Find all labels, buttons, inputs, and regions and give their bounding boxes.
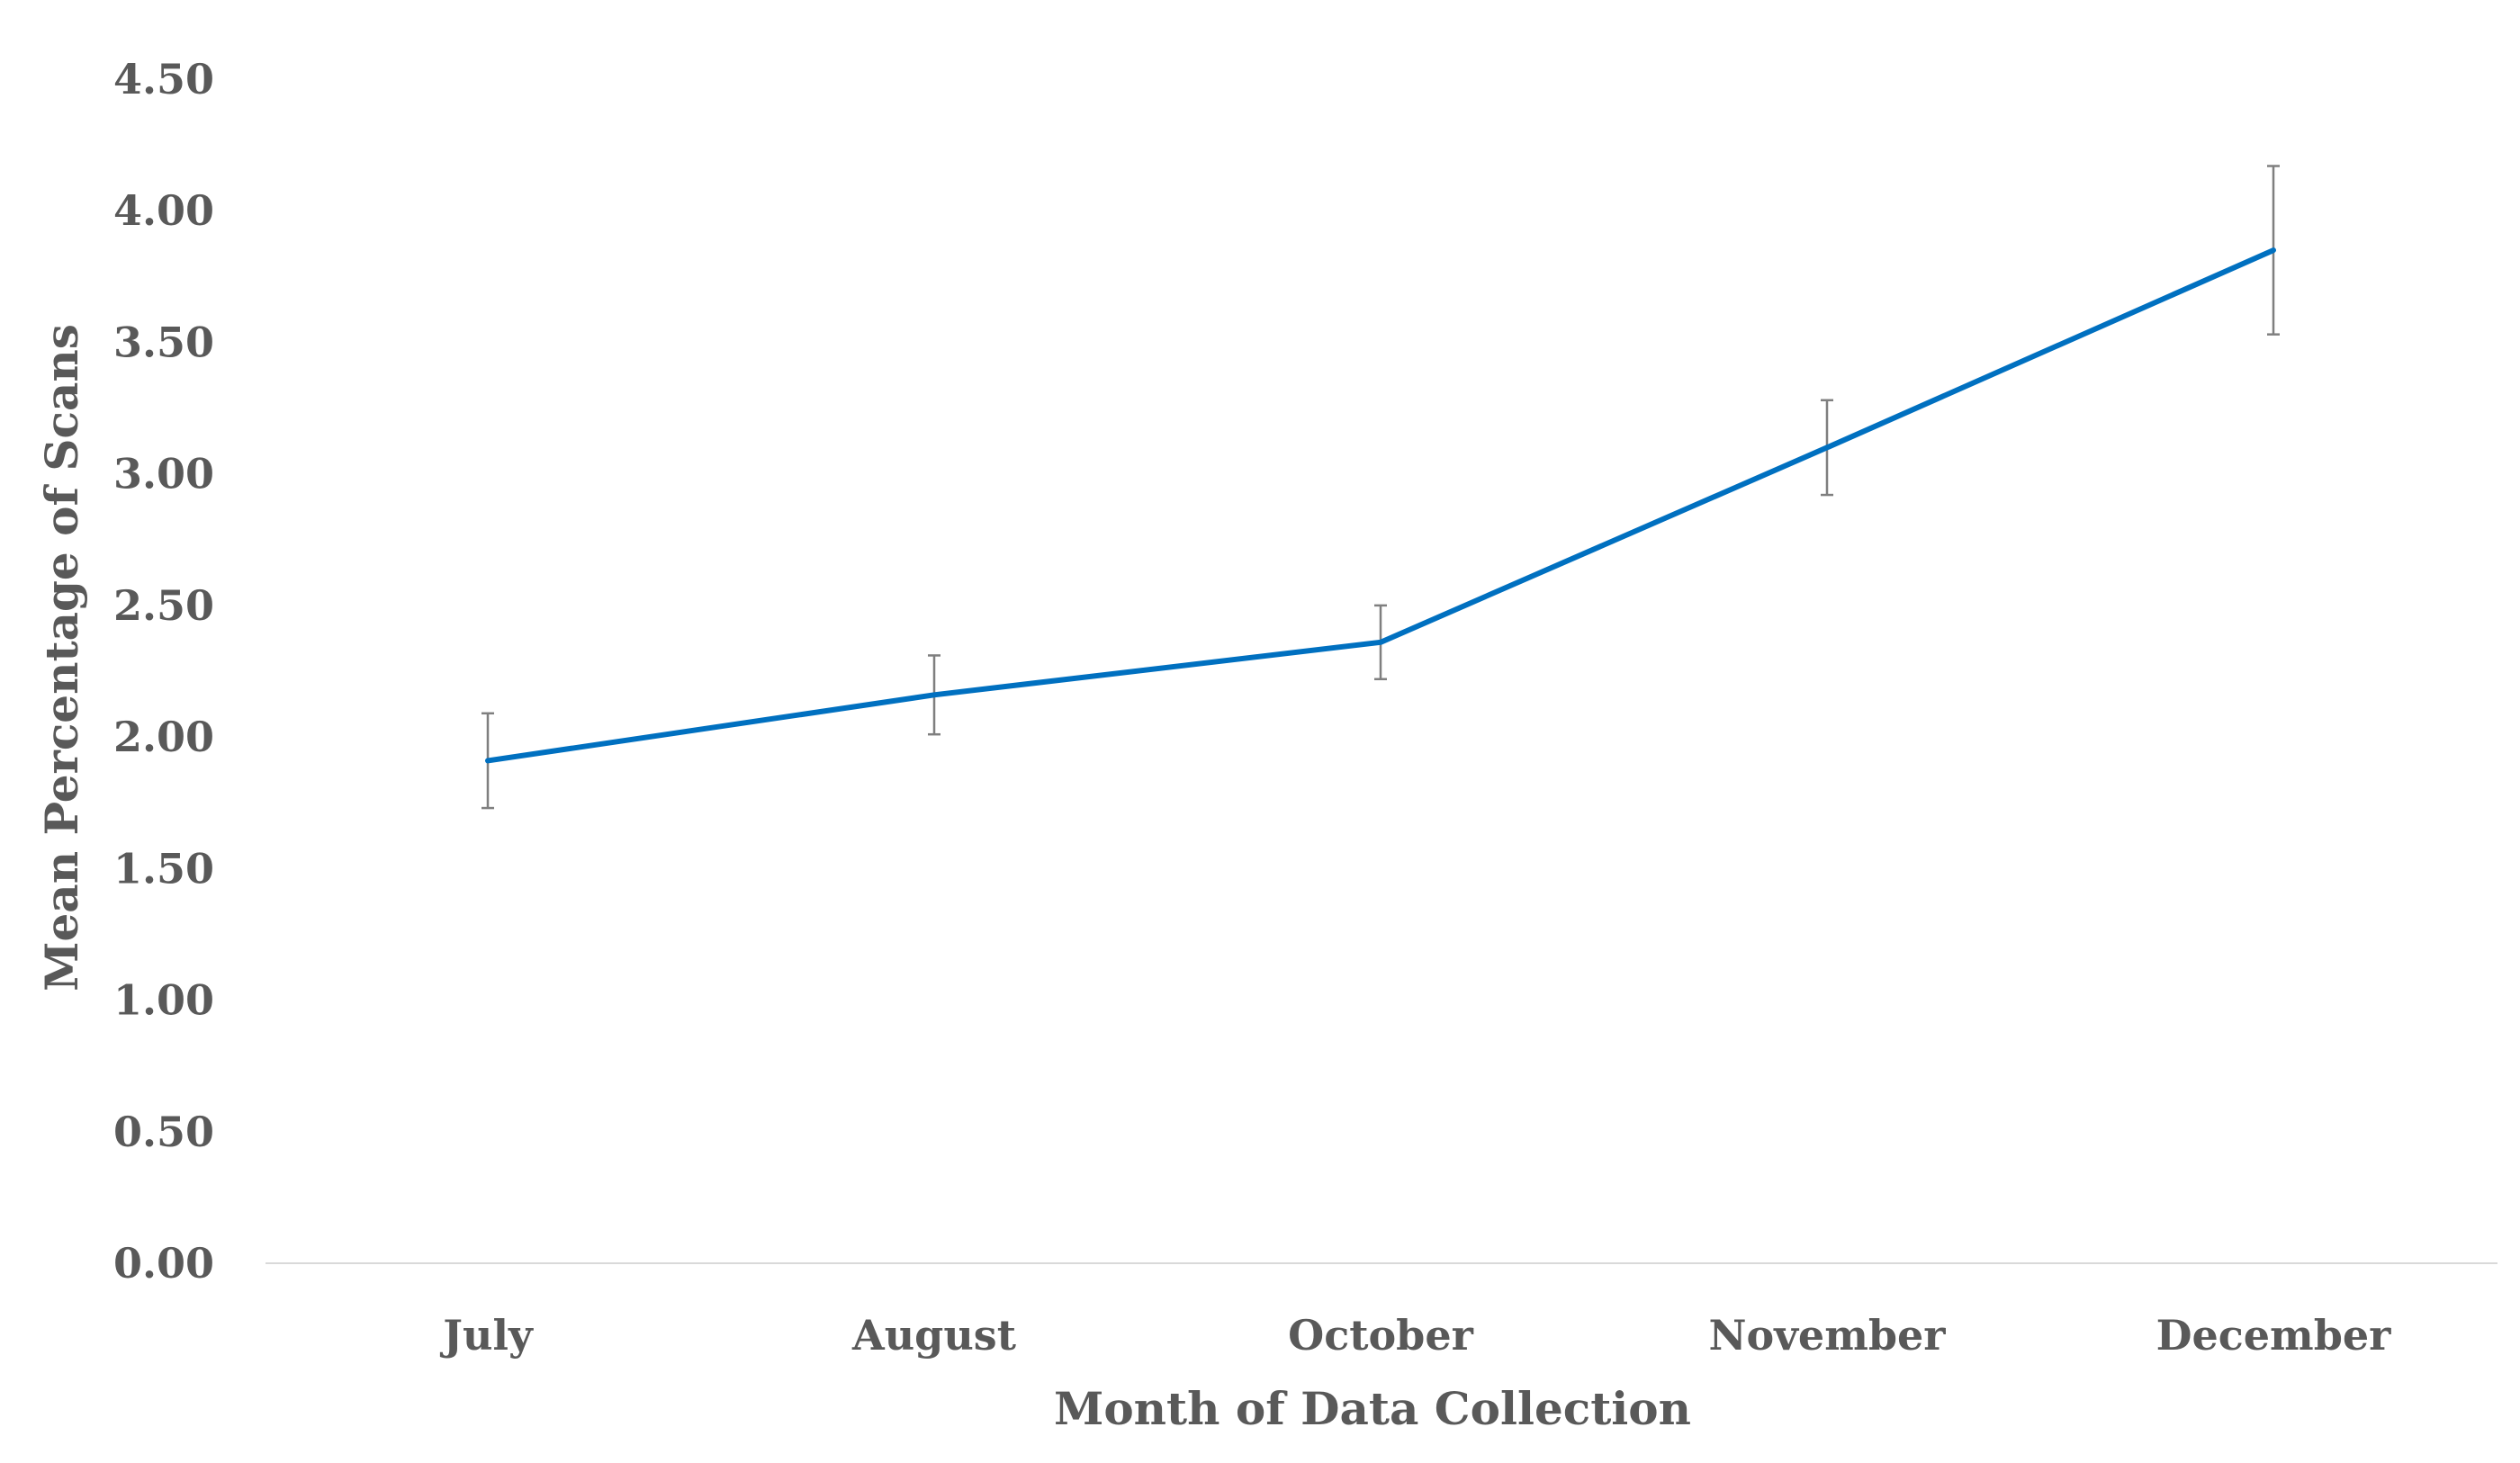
x-tick-label: August: [851, 1311, 1017, 1360]
y-axis-title: Mean Percentage of Scans: [35, 324, 88, 992]
x-axis-ticks: July August October November December: [439, 1311, 2391, 1360]
y-axis-ticks: 0.00 0.50 1.00 1.50 2.00 2.50 3.00 3.50 4.00 4.50: [113, 55, 214, 1288]
error-bars: [482, 165, 2280, 810]
x-axis-title: Month of Data Collection: [1054, 1382, 1691, 1435]
y-tick-label: 0.00: [113, 1239, 214, 1288]
x-tick-label: July: [439, 1311, 534, 1360]
x-tick-label: October: [1288, 1311, 1473, 1360]
y-tick-label: 1.00: [113, 976, 214, 1025]
y-tick-label: 2.50: [113, 581, 214, 630]
y-tick-label: 2.00: [113, 713, 214, 761]
x-tick-label: November: [1708, 1311, 1946, 1360]
series-line: [485, 247, 2276, 764]
y-tick-label: 1.50: [113, 844, 214, 893]
y-tick-label: 4.50: [113, 55, 214, 103]
y-tick-label: 4.00: [113, 186, 214, 235]
y-tick-label: 3.50: [113, 318, 214, 366]
y-tick-label: 3.00: [113, 450, 214, 498]
x-tick-label: December: [2156, 1311, 2392, 1360]
y-tick-label: 0.50: [113, 1108, 214, 1156]
